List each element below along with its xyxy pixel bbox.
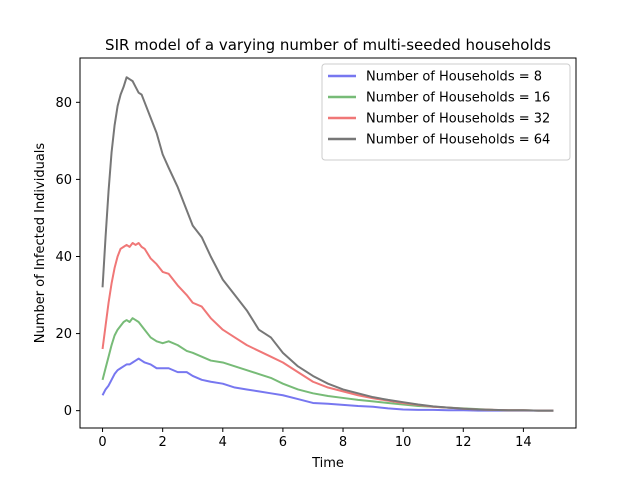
x-tick-label: 10 bbox=[395, 435, 412, 450]
x-tick-label: 8 bbox=[339, 435, 347, 450]
y-tick-label: 20 bbox=[55, 327, 72, 342]
x-axis-ticks: 0 2 4 6 8 10 12 14 bbox=[98, 428, 532, 450]
series-layer bbox=[101, 76, 554, 412]
x-tick-label: 0 bbox=[98, 435, 106, 450]
y-tick-label: 40 bbox=[55, 250, 72, 265]
series-line-1 bbox=[101, 357, 554, 412]
legend: Number of Households = 8 Number of Househ… bbox=[321, 63, 571, 161]
x-tick-label: 12 bbox=[455, 435, 472, 450]
y-tick-label: 80 bbox=[55, 96, 72, 111]
legend-label-4: Number of Households = 64 bbox=[366, 133, 550, 148]
x-tick-label: 6 bbox=[279, 435, 287, 450]
series-line-4 bbox=[101, 76, 554, 412]
chart-title: SIR model of a varying number of multi-s… bbox=[105, 36, 551, 54]
legend-box bbox=[321, 63, 571, 161]
x-tick-label: 4 bbox=[219, 435, 227, 450]
y-axis-label: Number of Infected Individuals bbox=[33, 143, 48, 344]
legend-label-1: Number of Households = 8 bbox=[366, 70, 542, 85]
x-tick-label: 2 bbox=[159, 435, 167, 450]
x-tick-label: 14 bbox=[515, 435, 532, 450]
legend-label-2: Number of Households = 16 bbox=[366, 91, 550, 106]
legend-label-3: Number of Households = 32 bbox=[366, 112, 550, 127]
y-tick-label: 60 bbox=[55, 173, 72, 188]
x-axis-label: Time bbox=[311, 456, 344, 471]
plot-frame bbox=[79, 57, 577, 429]
y-axis-ticks: 0 20 40 60 80 bbox=[55, 96, 80, 419]
y-tick-label: 0 bbox=[64, 404, 72, 419]
